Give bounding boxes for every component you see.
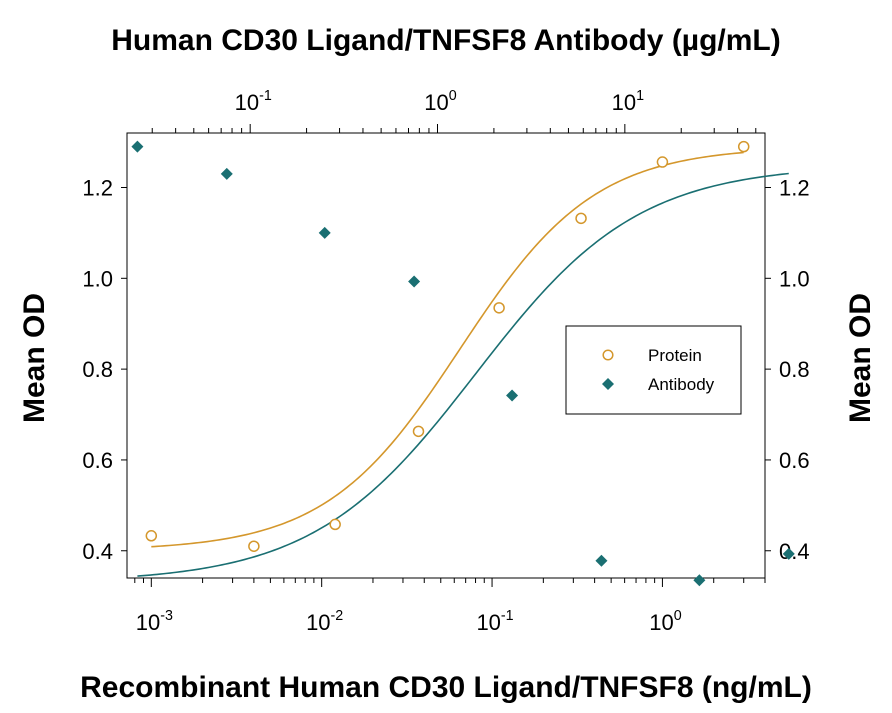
x-bottom-tick-label-base: 10 xyxy=(306,610,330,635)
data-point-antibody xyxy=(408,275,421,288)
bottom-axis-title: Recombinant Human CD30 Ligand/TNFSF8 (ng… xyxy=(80,671,812,704)
x-bottom-tick-label-base: 10 xyxy=(649,610,673,635)
legend-protein-marker xyxy=(602,349,614,361)
plot-frame xyxy=(126,132,766,579)
right-axis-title: Mean OD xyxy=(844,293,877,423)
data-point-antibody xyxy=(782,547,795,560)
y-tick-label-left: 0.8 xyxy=(82,357,113,382)
y-tick-label-right: 1.0 xyxy=(779,266,810,291)
data-point-protein xyxy=(248,540,260,552)
fit-curve-antibody xyxy=(137,172,789,577)
data-point-antibody xyxy=(220,167,233,180)
x-bottom-tick-label-base: 10 xyxy=(136,610,160,635)
y-tick-label-right: 0.8 xyxy=(779,357,810,382)
data-point-protein xyxy=(656,156,669,168)
fit-curve-protein xyxy=(151,151,744,548)
x-bottom-tick-label-base: 10 xyxy=(476,610,500,635)
y-tick-label-right: 0.4 xyxy=(779,539,810,564)
x-bottom-tick-label-exponent: 0 xyxy=(674,608,682,624)
legend: Protein Antibody xyxy=(565,325,742,415)
y-tick-label-left: 1.0 xyxy=(82,266,113,291)
y-tick-label-left: 0.4 xyxy=(82,539,113,564)
x-top-tick-label-base: 10 xyxy=(235,90,259,115)
x-top-tick-label-exponent: 0 xyxy=(449,88,457,104)
x-bottom-tick-label: 10-3 xyxy=(136,608,173,635)
data-point-antibody xyxy=(506,389,519,402)
x-bottom-tick-label: 100 xyxy=(649,608,681,635)
x-bottom-tick-label-exponent: -2 xyxy=(331,608,344,624)
x-bottom-tick-label-exponent: -1 xyxy=(501,608,514,624)
x-top-tick-label-exponent: -1 xyxy=(259,88,272,104)
x-bottom-tick-label: 10-2 xyxy=(306,608,343,635)
data-point-protein xyxy=(493,302,505,314)
left-axis-title: Mean OD xyxy=(18,293,51,423)
data-point-protein xyxy=(329,518,341,531)
data-point-protein xyxy=(145,530,158,542)
x-top-tick-label-base: 10 xyxy=(424,90,448,115)
data-point-protein xyxy=(737,140,750,153)
x-top-tick-label: 100 xyxy=(424,88,456,115)
data-point-protein xyxy=(575,212,587,225)
y-tick-label-right: 1.2 xyxy=(779,175,810,200)
x-top-tick-label-exponent: 1 xyxy=(636,88,644,104)
data-point-antibody xyxy=(595,554,608,567)
data-point-antibody xyxy=(693,574,706,587)
data-point-antibody xyxy=(131,140,144,153)
top-axis-title: Human CD30 Ligand/TNFSF8 Antibody (µg/mL… xyxy=(111,24,781,57)
x-top-tick-label-base: 10 xyxy=(612,90,636,115)
x-bottom-tick-label-exponent: -3 xyxy=(160,608,173,624)
curves-layer xyxy=(137,151,789,577)
y-tick-label-left: 1.2 xyxy=(82,175,113,200)
data-point-antibody xyxy=(318,226,331,239)
x-top-tick-label: 10-1 xyxy=(235,88,272,115)
data-point-protein xyxy=(412,425,425,438)
x-top-tick-label: 101 xyxy=(612,88,644,115)
points-layer xyxy=(131,140,795,587)
ticks-layer: 0.4 0.40.6 0.60.8 0.81.0 1.01.2 1.210-3 10-2 10… xyxy=(82,88,809,635)
legend-box xyxy=(565,325,742,415)
y-tick-label-right: 0.6 xyxy=(779,448,810,473)
y-tick-label-left: 0.6 xyxy=(82,448,113,473)
legend-antibody-marker xyxy=(602,378,614,390)
legend-antibody-label: Antibody xyxy=(648,375,715,394)
x-bottom-tick-label: 10-1 xyxy=(476,608,513,635)
legend-protein-label: Protein xyxy=(648,346,702,365)
